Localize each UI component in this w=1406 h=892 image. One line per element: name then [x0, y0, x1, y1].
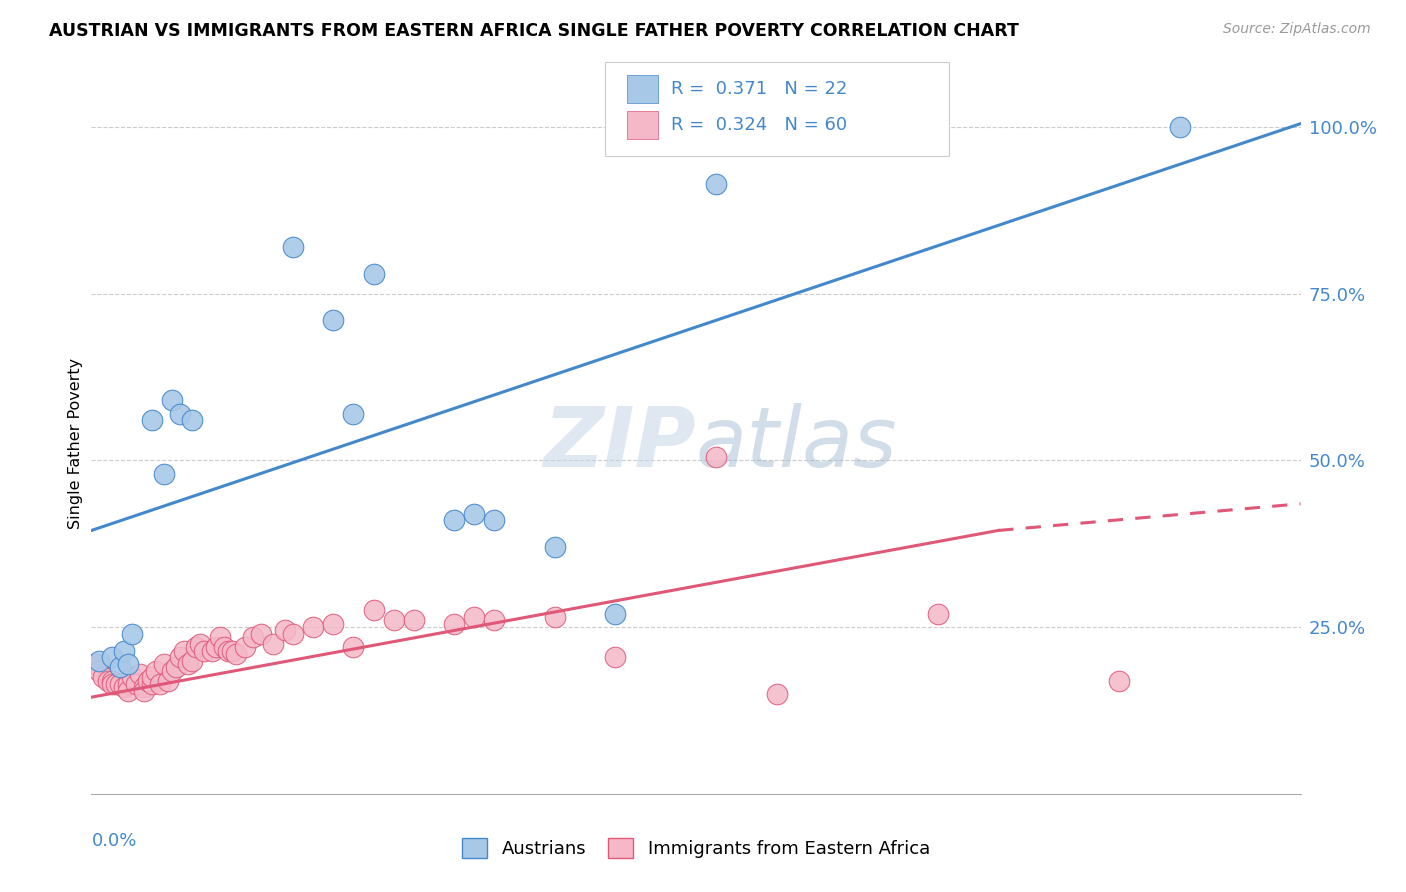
- Point: [141, 413, 163, 427]
- Point: [274, 624, 297, 638]
- Point: [765, 687, 787, 701]
- Point: [173, 643, 195, 657]
- Point: [117, 683, 139, 698]
- Point: [704, 450, 727, 464]
- Point: [100, 673, 122, 688]
- Point: [342, 407, 364, 421]
- Point: [132, 680, 155, 694]
- Point: [322, 313, 344, 327]
- Point: [108, 677, 131, 691]
- Point: [112, 643, 135, 657]
- Point: [188, 637, 211, 651]
- Point: [484, 614, 506, 628]
- Point: [221, 643, 243, 657]
- Text: Source: ZipAtlas.com: Source: ZipAtlas.com: [1223, 22, 1371, 37]
- Point: [100, 650, 122, 665]
- Point: [342, 640, 364, 655]
- Point: [160, 393, 183, 408]
- Point: [153, 657, 176, 671]
- Point: [363, 267, 385, 281]
- Point: [121, 627, 143, 641]
- Point: [169, 407, 191, 421]
- Point: [322, 616, 344, 631]
- Point: [104, 677, 127, 691]
- Point: [544, 540, 567, 554]
- Point: [153, 467, 176, 481]
- Point: [186, 640, 208, 655]
- Point: [281, 627, 304, 641]
- Point: [1108, 673, 1130, 688]
- Point: [84, 657, 107, 671]
- Point: [201, 643, 224, 657]
- Point: [100, 677, 122, 691]
- Point: [181, 413, 204, 427]
- Point: [262, 637, 284, 651]
- Point: [128, 666, 150, 681]
- Point: [89, 653, 111, 667]
- Point: [363, 603, 385, 617]
- Text: 0.0%: 0.0%: [91, 832, 136, 850]
- Point: [382, 614, 405, 628]
- Point: [93, 670, 115, 684]
- Text: R =  0.324   N = 60: R = 0.324 N = 60: [671, 116, 846, 134]
- Point: [225, 647, 247, 661]
- Point: [249, 627, 271, 641]
- Point: [704, 177, 727, 191]
- Point: [209, 630, 232, 644]
- Point: [927, 607, 949, 621]
- Text: R =  0.371   N = 22: R = 0.371 N = 22: [671, 80, 846, 98]
- Point: [141, 677, 163, 691]
- Point: [117, 677, 139, 691]
- Point: [214, 640, 236, 655]
- Point: [233, 640, 256, 655]
- Point: [132, 683, 155, 698]
- Point: [242, 630, 264, 644]
- Point: [484, 513, 506, 527]
- Point: [149, 677, 172, 691]
- Point: [281, 240, 304, 254]
- Point: [205, 640, 228, 655]
- Point: [544, 610, 567, 624]
- Text: ZIP: ZIP: [543, 403, 696, 484]
- Point: [89, 664, 111, 678]
- Point: [108, 660, 131, 674]
- Legend: Austrians, Immigrants from Eastern Africa: Austrians, Immigrants from Eastern Afric…: [463, 838, 929, 858]
- Point: [145, 664, 167, 678]
- Text: atlas: atlas: [696, 403, 897, 484]
- Point: [169, 650, 191, 665]
- Point: [165, 660, 187, 674]
- Point: [217, 643, 239, 657]
- Point: [443, 513, 465, 527]
- Point: [160, 664, 183, 678]
- Point: [1168, 120, 1191, 134]
- Point: [117, 657, 139, 671]
- Point: [141, 670, 163, 684]
- Point: [96, 673, 118, 688]
- Point: [302, 620, 325, 634]
- Point: [181, 653, 204, 667]
- Point: [177, 657, 200, 671]
- Point: [463, 610, 485, 624]
- Point: [136, 673, 159, 688]
- Point: [605, 607, 627, 621]
- Point: [125, 677, 148, 691]
- Point: [402, 614, 425, 628]
- Point: [605, 650, 627, 665]
- Point: [193, 643, 215, 657]
- Point: [156, 673, 179, 688]
- Point: [443, 616, 465, 631]
- Point: [121, 670, 143, 684]
- Point: [463, 507, 485, 521]
- Y-axis label: Single Father Poverty: Single Father Poverty: [67, 359, 83, 529]
- Text: AUSTRIAN VS IMMIGRANTS FROM EASTERN AFRICA SINGLE FATHER POVERTY CORRELATION CHA: AUSTRIAN VS IMMIGRANTS FROM EASTERN AFRI…: [49, 22, 1019, 40]
- Point: [112, 680, 135, 694]
